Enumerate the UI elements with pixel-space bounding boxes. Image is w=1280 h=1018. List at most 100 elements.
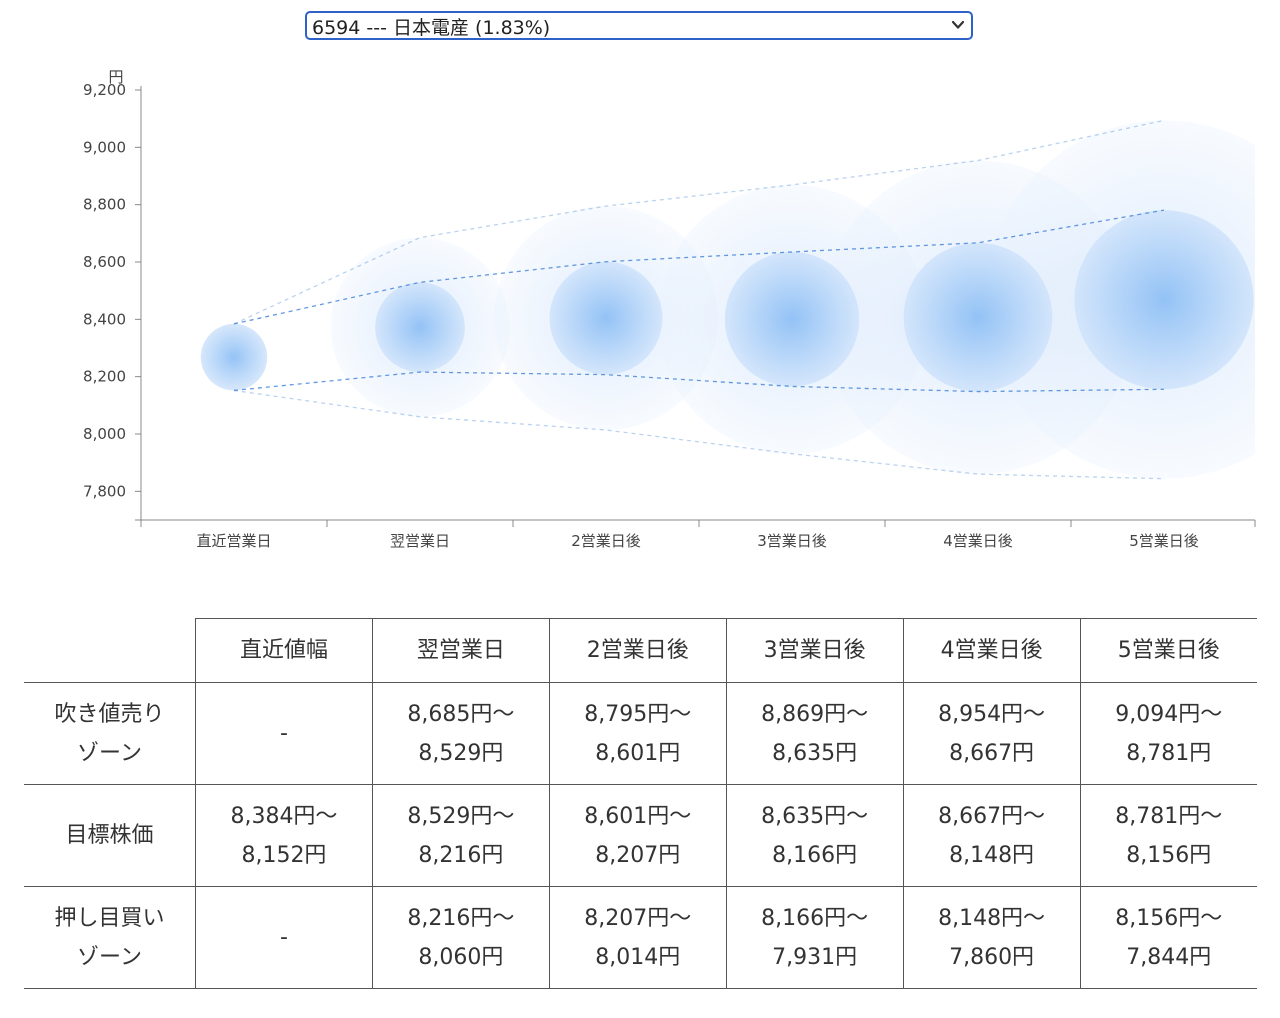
price-value: 8,060円	[418, 944, 504, 970]
price-cell: 8,166円〜 7,931円	[725, 886, 904, 989]
price-cell: 8,685円〜 8,529円	[371, 682, 550, 785]
price-cell: 8,667円〜 8,148円	[902, 784, 1081, 887]
price-value: 8,384円〜	[230, 803, 338, 829]
price-value: 8,795円〜	[584, 701, 692, 727]
target-bubble	[1074, 210, 1254, 390]
price-cell: -	[195, 886, 373, 989]
table-column-header: 3営業日後	[725, 618, 904, 683]
price-value: 8,781円	[1126, 740, 1212, 766]
target-bubble	[200, 323, 268, 391]
price-cell: 8,601円〜 8,207円	[548, 784, 727, 887]
price-cell: 8,795円〜 8,601円	[548, 682, 727, 785]
price-value: 8,216円〜	[407, 905, 515, 931]
row-label: 目標株価	[24, 784, 196, 887]
chevron-down-icon	[951, 20, 965, 29]
price-cell: 9,094円〜 8,781円	[1079, 682, 1257, 785]
price-cell: 8,216円〜 8,060円	[371, 886, 550, 989]
sell-high-line	[233, 119, 1165, 325]
y-tick-label: 8,200	[83, 368, 126, 386]
table-column-header: 直近値幅	[195, 618, 373, 683]
buy-low-line	[233, 389, 1165, 480]
price-value: 8,156円〜	[1115, 905, 1223, 931]
price-value: 8,635円	[772, 740, 858, 766]
price-value: -	[279, 925, 288, 950]
price-value: 7,860円	[949, 944, 1035, 970]
price-range-chart: 7,800 8,000 8,200 8,400 8,600 8,800 9,000 9,200…	[83, 68, 1256, 550]
y-axis-unit: 円	[108, 68, 123, 86]
price-cell: 8,869円〜 8,635円	[725, 682, 904, 785]
y-tick-label: 9,200	[83, 81, 126, 99]
y-tick-label: 9,000	[83, 138, 126, 156]
target-bubble	[375, 282, 465, 373]
y-tick-label: 8,800	[83, 196, 126, 214]
table-row: 押し目買いゾーン - 8,216円〜 8,060円 8,207円〜 8,014円 8,166…	[24, 886, 1257, 989]
x-tick-label: 翌営業日	[390, 532, 450, 550]
x-tick-label: 4営業日後	[943, 532, 1013, 550]
row-label: 押し目買い ゾーン	[24, 886, 196, 989]
price-cell: 8,156円〜 7,844円	[1079, 886, 1257, 989]
price-value: 8,207円	[595, 842, 681, 868]
target-low-line	[233, 371, 1165, 393]
y-tick-label: 7,800	[83, 482, 126, 500]
row-label-line: ゾーン	[77, 944, 142, 970]
price-zone-table: 直近値幅 翌営業日 2営業日後 3営業日後 4営業日後 5営業日後 吹き値売りゾーン - 8,…	[24, 618, 1257, 989]
price-value: 8,601円	[595, 740, 681, 766]
price-value: 8,667円	[949, 740, 1035, 766]
price-value: 9,094円〜	[1115, 701, 1223, 727]
price-value: 8,014円	[595, 944, 681, 970]
x-tick-label: 2営業日後	[571, 532, 641, 550]
price-value: 8,152円	[241, 842, 327, 868]
price-cell: 8,148円〜 7,860円	[902, 886, 1081, 989]
table-column-header: 4営業日後	[902, 618, 1081, 683]
row-label-line: 吹き値売り	[54, 701, 165, 727]
price-value: 8,156円	[1126, 842, 1212, 868]
table-column-header: 翌営業日	[371, 618, 550, 683]
stock-select[interactable]: 6594 --- 日本電産 (1.83%)	[305, 11, 973, 40]
table-column-header: 2営業日後	[548, 618, 727, 683]
target-bubble	[724, 251, 860, 387]
price-cell: -	[195, 682, 373, 785]
price-value: 8,148円〜	[938, 905, 1046, 931]
price-value: 8,166円	[772, 842, 858, 868]
row-label-line: 目標株価	[65, 823, 154, 848]
price-value: 8,635円〜	[761, 803, 869, 829]
y-tick-label: 8,600	[83, 253, 126, 271]
price-value: 8,781円〜	[1115, 803, 1223, 829]
price-value: 8,207円〜	[584, 905, 692, 931]
x-tick-label: 5営業日後	[1129, 532, 1199, 550]
table-corner-cell	[24, 618, 196, 683]
y-tick-label: 8,000	[83, 425, 126, 443]
price-value: 8,685円〜	[407, 701, 515, 727]
target-bubble	[903, 242, 1053, 392]
price-value: -	[279, 721, 288, 746]
price-value: 7,931円	[772, 944, 858, 970]
stock-select-value: 6594 --- 日本電産 (1.83%)	[312, 17, 551, 39]
price-value: 8,529円〜	[407, 803, 515, 829]
price-cell: 8,954円〜 8,667円	[902, 682, 1081, 785]
table-column-header: 5営業日後	[1079, 618, 1257, 683]
x-tick-label: 直近営業日	[196, 532, 271, 550]
row-label-line: 押し目買い	[54, 905, 165, 931]
price-value: 8,869円〜	[761, 701, 869, 727]
price-value: 8,601円〜	[584, 803, 692, 829]
price-value: 8,166円〜	[761, 905, 869, 931]
price-value: 8,148円	[949, 842, 1035, 868]
price-value: 8,954円〜	[938, 701, 1046, 727]
price-value: 8,667円〜	[938, 803, 1046, 829]
price-cell: 8,635円〜 8,166円	[725, 784, 904, 887]
row-label-line: ゾーン	[77, 740, 142, 766]
price-cell: 8,529円〜 8,216円	[371, 784, 550, 887]
target-bubble	[549, 261, 663, 375]
table-row: 吹き値売りゾーン - 8,685円〜 8,529円 8,795円〜 8,601円 8,869…	[24, 682, 1257, 785]
price-value: 7,844円	[1126, 944, 1212, 970]
price-cell: 8,207円〜 8,014円	[548, 886, 727, 989]
table-row: 目標株価 8,384円〜 8,152円 8,529円〜 8,216円 8,601円〜 8,2…	[24, 784, 1257, 887]
y-tick-label: 8,400	[83, 310, 126, 328]
row-label: 吹き値売り ゾーン	[24, 682, 196, 785]
x-tick-label: 3営業日後	[757, 532, 827, 550]
price-value: 8,216円	[418, 842, 504, 868]
price-value: 8,529円	[418, 740, 504, 766]
price-cell: 8,384円〜 8,152円	[195, 784, 373, 887]
price-cell: 8,781円〜 8,156円	[1079, 784, 1257, 887]
